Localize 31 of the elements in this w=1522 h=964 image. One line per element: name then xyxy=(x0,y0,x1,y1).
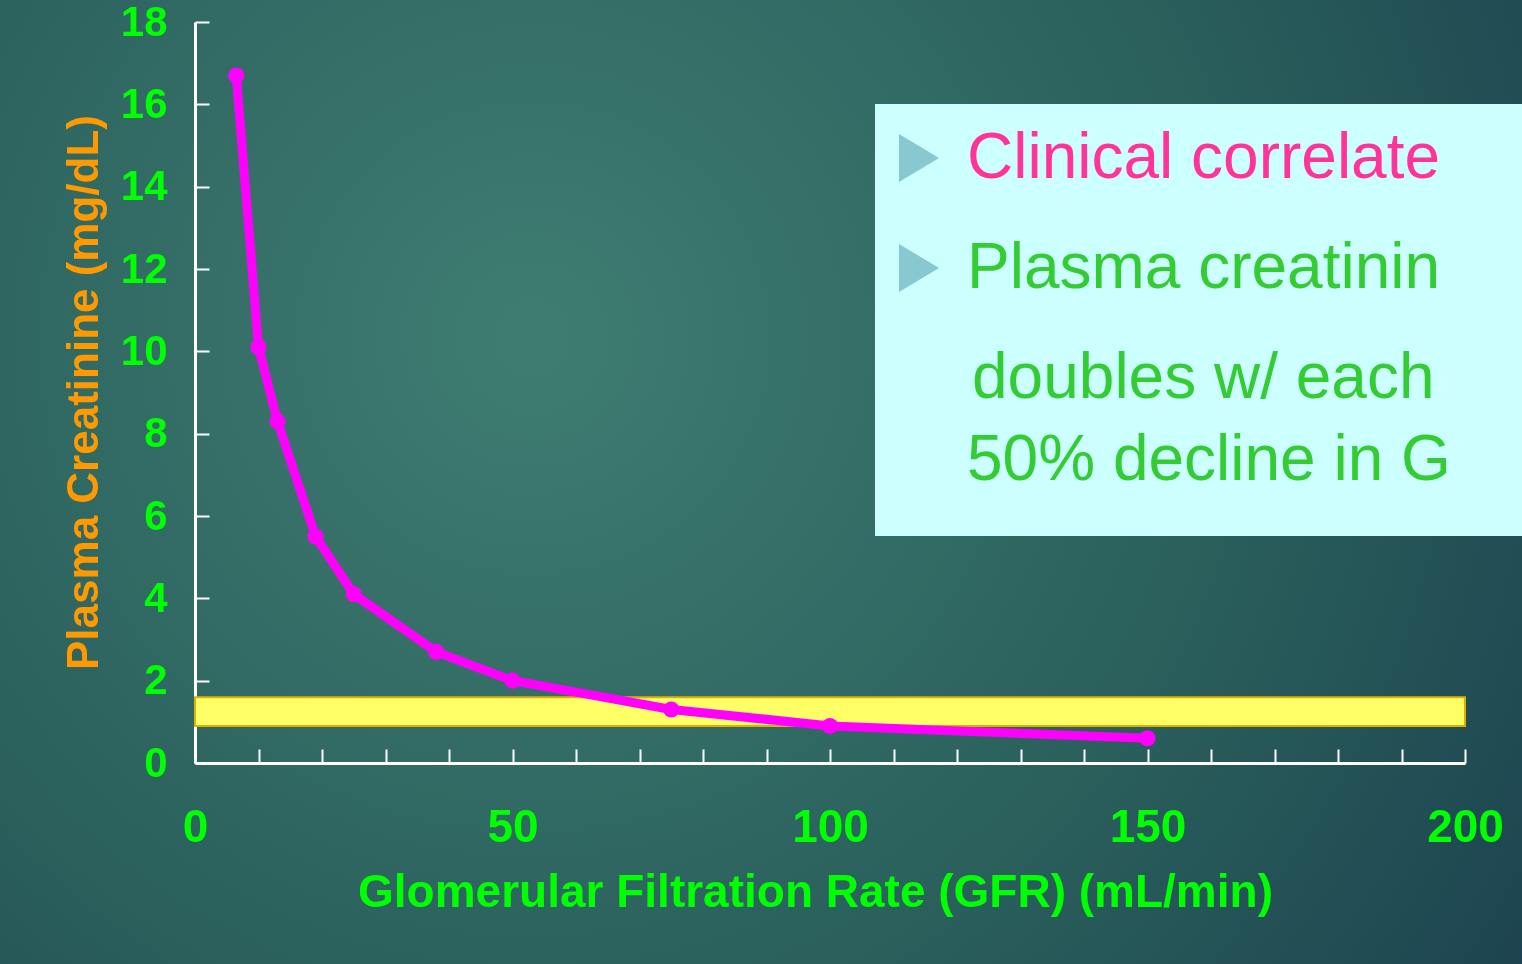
x-axis-title: Glomerular Filtration Rate (GFR) (mL/min) xyxy=(358,864,1273,917)
y-tick-label: 10 xyxy=(120,326,168,374)
point xyxy=(250,339,267,356)
y-tick-label: 12 xyxy=(120,244,168,292)
y-tick-label: 0 xyxy=(144,738,168,786)
y-tick-label: 8 xyxy=(144,409,168,457)
point xyxy=(269,413,286,430)
annotation: doubles w/ each xyxy=(972,340,1435,412)
x-tick-label: 50 xyxy=(487,799,539,852)
y-tick-label: 18 xyxy=(120,0,168,45)
point xyxy=(345,586,362,603)
y-tick-label: 4 xyxy=(144,573,169,621)
point xyxy=(504,672,521,689)
point xyxy=(428,643,445,660)
annotation: Clinical correlate xyxy=(967,120,1441,192)
point xyxy=(821,717,839,734)
x-tick-label: 150 xyxy=(1109,799,1187,852)
y-tick-label: 16 xyxy=(120,79,168,127)
annotation: 50% decline in G xyxy=(967,422,1451,494)
x-tick-label: 200 xyxy=(1427,799,1504,852)
x-tick-label: 100 xyxy=(792,799,869,852)
y-axis-title: Plasma Creatinine (mg/dL) xyxy=(57,114,107,671)
annotation: Plasma creatinin xyxy=(967,230,1441,302)
y-tick-label: 14 xyxy=(120,162,169,210)
point xyxy=(307,528,324,545)
point xyxy=(228,67,245,84)
y-tick-label: 6 xyxy=(144,491,168,539)
y-tick-label: 2 xyxy=(144,656,168,704)
point xyxy=(663,701,680,718)
point xyxy=(1139,730,1156,747)
x-tick-label: 0 xyxy=(182,799,209,852)
